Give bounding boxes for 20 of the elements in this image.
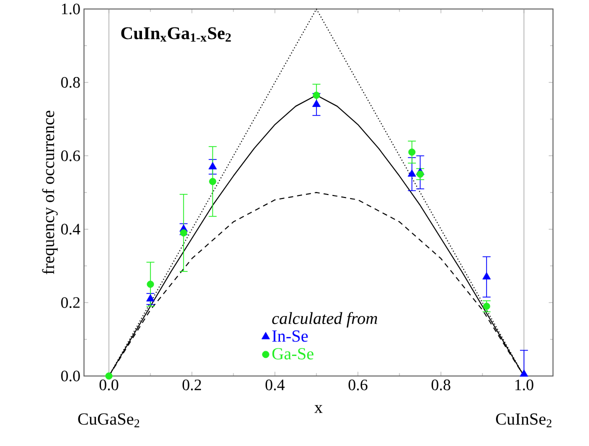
y-tick-label: 0.0 bbox=[61, 370, 80, 382]
annotation: CuGaSe$_{2}$ bbox=[78, 413, 140, 428]
y-tick-label: 0.2 bbox=[61, 297, 80, 308]
legend-label: In-Se bbox=[272, 330, 308, 342]
y-tick-label: 1.0 bbox=[62, 4, 80, 14]
x-tick-label: 0.6 bbox=[348, 380, 368, 390]
legend-label: Ga-Se bbox=[272, 348, 314, 360]
x-tick-label: 1.0 bbox=[515, 380, 534, 390]
text: CuIn$_{x}$Ga$_{1-x}$Se$_{2}$ bbox=[121, 27, 231, 42]
x-tick-label: 0.2 bbox=[182, 380, 201, 390]
x-tick-label: 0.4 bbox=[266, 380, 285, 390]
y-tick-label: 0.4 bbox=[61, 224, 80, 235]
y-tick-label: 0.8 bbox=[61, 76, 80, 88]
legend-title: calculated from bbox=[272, 312, 378, 328]
x-tick-label: 0.0 bbox=[100, 380, 118, 390]
x-tick-label: 0.8 bbox=[432, 380, 450, 390]
x-axis-title: x bbox=[314, 405, 323, 413]
y-tick-label: 0.6 bbox=[61, 150, 80, 162]
y-axis-title: frequency of occurrence bbox=[42, 110, 58, 274]
annotation: CuInSe$_{2}$ bbox=[496, 413, 552, 428]
